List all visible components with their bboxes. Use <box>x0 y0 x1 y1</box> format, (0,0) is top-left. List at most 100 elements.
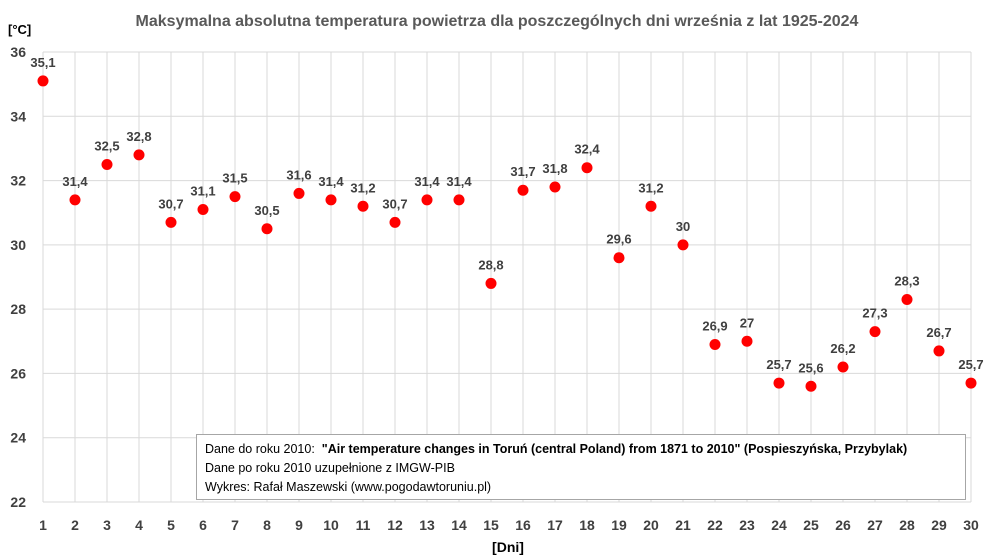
x-tick-label: 8 <box>263 517 271 533</box>
data-point <box>229 191 241 203</box>
note-line-1-source: "Air temperature changes in Toruń (centr… <box>321 442 908 456</box>
data-point <box>325 194 337 206</box>
data-label: 31,4 <box>446 174 472 189</box>
y-tick-label: 22 <box>10 494 26 510</box>
x-tick-label: 26 <box>835 517 851 533</box>
x-tick-label: 29 <box>931 517 947 533</box>
x-tick-label: 1 <box>39 517 47 533</box>
data-label: 31,2 <box>638 180 663 195</box>
data-point <box>389 216 401 228</box>
data-label: 31,6 <box>286 167 311 182</box>
x-tick-label: 22 <box>707 517 723 533</box>
data-label: 30,5 <box>254 203 279 218</box>
data-point <box>773 377 785 389</box>
x-tick-label: 19 <box>611 517 627 533</box>
data-label: 28,3 <box>894 274 919 289</box>
data-point <box>197 204 209 215</box>
data-label: 27,3 <box>862 306 887 321</box>
x-tick-label: 7 <box>231 517 239 533</box>
x-tick-label: 11 <box>356 517 371 533</box>
note-line-1: Dane do roku 2010: "Air temperature chan… <box>205 440 957 459</box>
note-line-3: Wykres: Rafał Maszewski (www.pogodawtoru… <box>205 480 492 494</box>
data-point <box>581 162 593 174</box>
data-point <box>709 339 721 350</box>
data-point <box>293 187 305 199</box>
data-point <box>837 361 849 373</box>
x-tick-label: 21 <box>675 517 691 533</box>
data-point <box>133 149 145 161</box>
data-point <box>69 194 81 206</box>
data-label: 30,7 <box>382 196 407 211</box>
note-line-2: Dane po roku 2010 uzupełnione z IMGW-PIB <box>205 461 455 475</box>
x-tick-label: 20 <box>643 517 659 533</box>
data-point <box>613 252 625 264</box>
data-label: 31,8 <box>542 161 567 176</box>
x-tick-label: 14 <box>451 517 467 533</box>
note-line-1-prefix: Dane do roku 2010: <box>205 442 315 456</box>
data-point <box>453 194 465 206</box>
y-ticks: 22 24 26 28 30 32 34 36 <box>10 44 26 510</box>
data-point <box>741 335 753 347</box>
data-label: 25,7 <box>958 357 983 372</box>
data-point <box>485 277 497 289</box>
x-axis-label: [Dni] <box>492 539 524 555</box>
data-label: 30,7 <box>158 196 183 211</box>
data-label: 31,5 <box>222 171 247 186</box>
data-label: 25,7 <box>766 357 791 372</box>
x-tick-label: 5 <box>167 517 175 533</box>
data-label: 31,1 <box>190 184 215 199</box>
data-label: 31,7 <box>510 164 535 179</box>
data-point <box>965 377 977 389</box>
data-label: 29,6 <box>606 232 631 247</box>
data-label: 26,2 <box>830 341 855 356</box>
x-tick-label: 9 <box>295 517 303 533</box>
data-point <box>933 345 945 357</box>
data-point <box>37 75 49 87</box>
y-tick-label: 30 <box>10 237 26 253</box>
x-tick-label: 2 <box>71 517 79 533</box>
data-label: 26,9 <box>702 319 727 334</box>
data-points <box>37 75 977 392</box>
data-point <box>261 223 273 235</box>
data-label: 31,4 <box>414 174 440 189</box>
x-tick-label: 24 <box>771 517 787 533</box>
x-tick-label: 27 <box>867 517 883 533</box>
data-point <box>165 216 177 228</box>
source-note: Dane do roku 2010: "Air temperature chan… <box>196 434 966 500</box>
data-label: 35,1 <box>30 55 55 70</box>
x-tick-label: 25 <box>803 517 819 533</box>
y-tick-label: 34 <box>10 108 26 124</box>
x-ticks: 1 2 3 4 5 6 7 8 9 10 11 12 13 14 15 16 17 18 19 20 21 22 23 24 2… <box>39 517 979 533</box>
data-point <box>645 200 657 212</box>
x-tick-label: 12 <box>387 517 403 533</box>
data-point <box>517 184 529 196</box>
y-tick-label: 32 <box>10 173 26 189</box>
data-point <box>869 326 881 338</box>
data-point <box>357 200 369 212</box>
x-tick-label: 15 <box>483 517 499 533</box>
data-label: 31,2 <box>350 180 375 195</box>
x-tick-label: 3 <box>103 517 111 533</box>
x-tick-label: 28 <box>899 517 915 533</box>
data-label: 30 <box>676 219 690 234</box>
y-axis-label: [°C] <box>8 22 31 37</box>
data-label: 32,4 <box>574 142 600 157</box>
chart-title: Maksymalna absolutna temperatura powietr… <box>136 13 859 30</box>
x-tick-label: 4 <box>135 517 143 533</box>
y-tick-label: 36 <box>10 44 26 60</box>
x-tick-label: 17 <box>547 517 563 533</box>
x-tick-label: 6 <box>199 517 207 533</box>
data-point <box>901 294 913 305</box>
y-tick-label: 24 <box>10 430 26 446</box>
y-tick-label: 28 <box>10 301 26 317</box>
data-label: 28,8 <box>478 257 503 272</box>
x-tick-label: 16 <box>515 517 531 533</box>
x-tick-label: 18 <box>579 517 595 533</box>
data-label: 31,4 <box>62 174 88 189</box>
data-labels: 35,1 31,4 32,5 32,8 30,7 31,1 31,5 30,5 31,6 31,4… <box>30 55 983 375</box>
data-point <box>677 239 689 251</box>
data-point <box>421 194 433 206</box>
data-label: 25,6 <box>798 360 823 375</box>
data-label: 32,8 <box>126 129 151 144</box>
data-point <box>805 380 817 392</box>
